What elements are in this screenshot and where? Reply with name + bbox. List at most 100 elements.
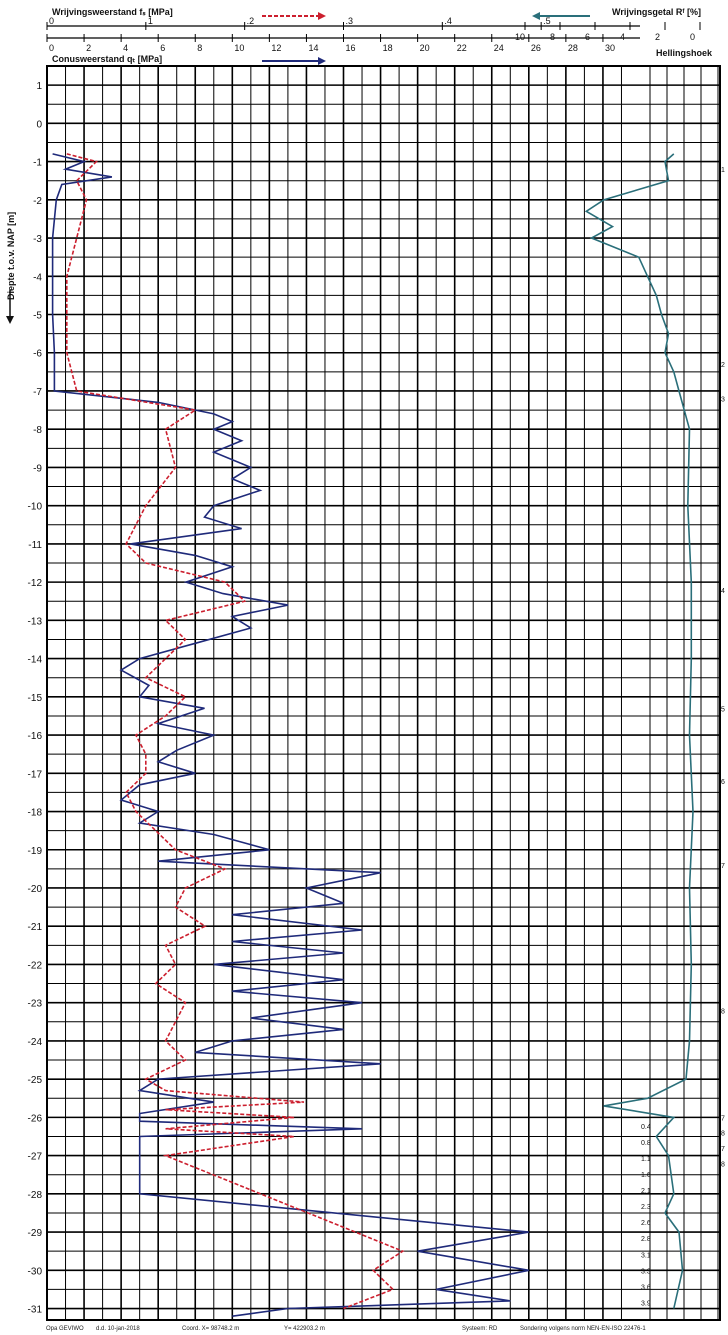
y-tick-label: -26 [28, 1113, 43, 1124]
y-tick-label: -24 [28, 1037, 43, 1048]
y-tick-label: -6 [33, 349, 42, 360]
inclination-tick-label: 5 [721, 706, 725, 713]
inclination-tick-label: 7 [721, 863, 725, 870]
cone-tick-label: 2 [86, 43, 91, 53]
y-tick-label: -25 [28, 1075, 43, 1086]
cone-tick-label: 22 [457, 43, 467, 53]
y-tick-label: -8 [33, 425, 42, 436]
down-arrow-icon [6, 290, 14, 324]
cone-tick-label: 24 [494, 43, 504, 53]
cone-axis-label: Conusweerstand qₜ [MPa] [52, 54, 162, 64]
chart-axes: 10-1-2-3-4-5-6-7-8-9-10-11-12-13-14-15-1… [28, 16, 725, 1316]
cone-tick-label: 14 [308, 43, 318, 53]
footer-coord-y: Y= 422903.2 m [284, 1326, 325, 1332]
inclination-value: 3.6 [641, 1284, 651, 1291]
y-tick-label: -17 [28, 769, 43, 780]
y-tick-label: -27 [28, 1152, 43, 1163]
ratio-tick-label: 2 [655, 32, 660, 42]
inclination-tick-label: 1 [721, 167, 725, 174]
friction-tick-label: .5 [543, 16, 551, 26]
friction-tick-label: .2 [247, 16, 255, 26]
friction-tick-label: .3 [346, 16, 354, 26]
y-tick-label: -7 [33, 387, 42, 398]
y-tick-label: -11 [28, 540, 42, 551]
inclination-value: 3.3 [641, 1268, 651, 1275]
cone-tick-label: 12 [271, 43, 281, 53]
y-tick-label: -15 [28, 693, 43, 704]
cone-tick-label: 0 [49, 43, 54, 53]
inclination-tick-label: 2 [721, 362, 725, 369]
y-tick-label: -21 [28, 922, 43, 933]
plot-frame [46, 65, 721, 1321]
inclination-value: 1.6 [641, 1172, 651, 1179]
y-axis-label: Diepte t.o.v. NAP [m] [6, 212, 16, 300]
inclination-value: 0.4 [641, 1124, 651, 1131]
inclination-label: Hellingshoek [656, 48, 713, 58]
footer: Opa GEVIWO d.d. 10-jan-2018 Coord. X= 98… [46, 1326, 646, 1332]
friction-series-line [66, 153, 405, 1310]
y-tick-label: -18 [28, 808, 43, 819]
friction-tick-label: 0 [49, 16, 54, 26]
friction-axis-label: Wrijvingsweerstand fₛ [MPa] [52, 7, 173, 17]
ratio-legend-line [532, 12, 590, 20]
ratio-axis-label: Wrijvingsgetal Rᶠ [%] [612, 7, 701, 17]
y-tick-label: -31 [28, 1305, 43, 1316]
footer-standard: Sondering volgens norm NEN-EN-ISO 22476-… [520, 1326, 646, 1332]
cone-tick-label: 20 [420, 43, 430, 53]
ratio-tick-label: 6 [585, 32, 590, 42]
inclination-value: 0.8 [641, 1140, 651, 1147]
y-tick-label: -30 [28, 1266, 43, 1277]
inclination-value: 3.1 [641, 1252, 651, 1259]
cone-tick-label: 8 [197, 43, 202, 53]
y-tick-label: -19 [28, 846, 43, 857]
y-tick-label: -20 [28, 884, 43, 895]
y-tick-label: -23 [28, 999, 43, 1010]
cone-series-line [51, 153, 529, 1317]
inclination-value: 2.6 [641, 1220, 651, 1227]
chart-series [51, 153, 694, 1317]
friction-tick-label: .4 [444, 16, 452, 26]
ratio-tick-label: 4 [620, 32, 625, 42]
friction-legend-line [262, 12, 326, 20]
y-tick-label: -28 [28, 1190, 43, 1201]
cone-tick-label: 6 [160, 43, 165, 53]
inclination-tick-label: 8 [721, 1008, 725, 1015]
ratio-series-line [584, 153, 694, 1309]
chart-grid [46, 65, 721, 1321]
inclination-value: 3.9 [641, 1300, 651, 1307]
cone-tick-label: 28 [568, 43, 578, 53]
y-tick-label: -4 [33, 272, 42, 283]
footer-system: Systeem: RD [462, 1326, 498, 1332]
y-tick-label: -14 [28, 655, 43, 666]
cone-tick-label: 26 [531, 43, 541, 53]
y-tick-label: -10 [28, 502, 43, 513]
inclination-tick-label: 8 [721, 1131, 725, 1138]
cone-legend-line [262, 57, 326, 65]
cone-tick-label: 16 [346, 43, 356, 53]
ratio-tick-label: 8 [550, 32, 555, 42]
footer-opdrachtgever: Opa GEVIWO [46, 1326, 84, 1332]
y-tick-label: -1 [33, 158, 42, 169]
cone-tick-label: 4 [123, 43, 128, 53]
y-tick-label: -13 [28, 616, 43, 627]
inclination-value: 2.8 [641, 1236, 651, 1243]
inclination-tick-label: 3 [721, 397, 725, 404]
footer-coord-x: Coord. X= 98748.2 m [182, 1326, 239, 1332]
inclination-value: 1.1 [641, 1156, 651, 1163]
y-tick-label: 1 [36, 81, 42, 92]
cone-tick-label: 10 [234, 43, 244, 53]
ratio-tick-label: 0 [690, 32, 695, 42]
y-tick-label: -22 [28, 960, 43, 971]
cone-tick-label: 18 [383, 43, 393, 53]
y-tick-label: 0 [36, 119, 42, 130]
y-tick-label: -12 [28, 578, 43, 589]
y-tick-label: -3 [33, 234, 42, 245]
y-tick-label: -9 [33, 463, 42, 474]
cone-tick-label: 30 [605, 43, 615, 53]
ratio-tick-label: 10 [515, 32, 525, 42]
inclination-tick-label: 7 [721, 1115, 725, 1122]
y-tick-label: -29 [28, 1228, 43, 1239]
inclination-value: 2.1 [641, 1188, 651, 1195]
inclination-tick-label: 7 [721, 1146, 725, 1153]
